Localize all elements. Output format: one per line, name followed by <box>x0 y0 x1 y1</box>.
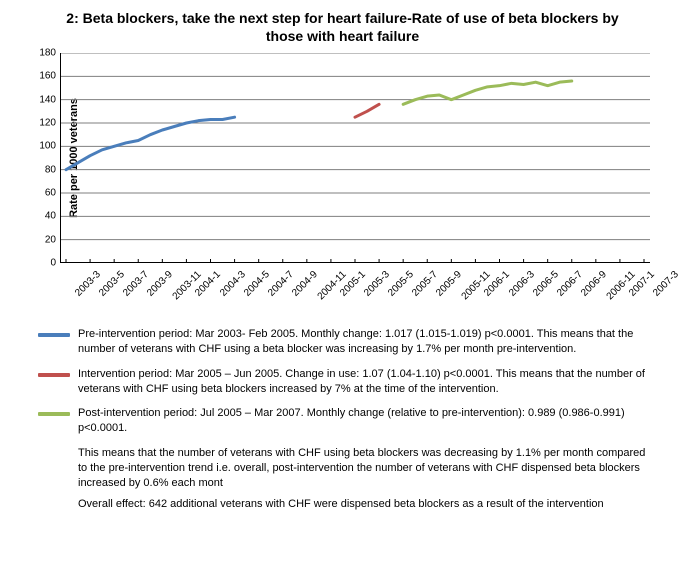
x-tick-label: 2003-7 <box>121 269 151 299</box>
chart-title: 2: Beta blockers, take the next step for… <box>63 10 623 45</box>
x-tick-label: 2005-5 <box>386 269 416 299</box>
x-tick-label: 2006-5 <box>531 269 561 299</box>
y-tick-label: 20 <box>45 234 60 245</box>
y-tick-label: 60 <box>45 188 60 199</box>
x-tick-label: 2006-7 <box>555 269 585 299</box>
legend-swatch <box>38 333 70 337</box>
x-tick-label: 2006-3 <box>507 269 537 299</box>
legend-item: Intervention period: Mar 2005 – Jun 2005… <box>38 367 657 397</box>
footer-notes: This means that the number of veterans w… <box>78 446 657 511</box>
x-tick-label: 2007-3 <box>651 269 681 299</box>
x-tick-label: 2003-5 <box>97 269 127 299</box>
legend-text: Intervention period: Mar 2005 – Jun 2005… <box>78 367 657 397</box>
chart-area: Rate per 1000 veterans 02040608010012014… <box>60 53 675 263</box>
y-tick-label: 180 <box>39 48 60 59</box>
x-tick-label: 2005-3 <box>362 269 392 299</box>
legend-swatch <box>38 412 70 416</box>
footer-para-2: Overall effect: 642 additional veterans … <box>78 497 657 512</box>
y-tick-label: 40 <box>45 211 60 222</box>
legend-item: Pre-intervention period: Mar 2003- Feb 2… <box>38 327 657 357</box>
y-tick-label: 120 <box>39 118 60 129</box>
footer-para-1: This means that the number of veterans w… <box>78 446 657 491</box>
x-tick-label: 2005-7 <box>410 269 440 299</box>
x-tick-label: 2004-3 <box>218 269 248 299</box>
x-tick-label: 2004-7 <box>266 269 296 299</box>
y-tick-label: 140 <box>39 94 60 105</box>
plot-svg <box>60 53 650 263</box>
legend-item: Post-intervention period: Jul 2005 – Mar… <box>38 406 657 436</box>
legend-swatch <box>38 373 70 377</box>
x-tick-label: 2003-3 <box>73 269 103 299</box>
y-tick-label: 160 <box>39 71 60 82</box>
y-tick-label: 80 <box>45 164 60 175</box>
legend-text: Pre-intervention period: Mar 2003- Feb 2… <box>78 327 657 357</box>
y-tick-label: 100 <box>39 141 60 152</box>
legend-text: Post-intervention period: Jul 2005 – Mar… <box>78 406 657 436</box>
plot: 020406080100120140160180 <box>60 53 650 263</box>
legend: Pre-intervention period: Mar 2003- Feb 2… <box>38 327 657 436</box>
x-tick-label: 2004-5 <box>242 269 272 299</box>
y-tick-label: 0 <box>50 258 60 269</box>
x-axis-ticks: 2003-32003-52003-72003-92003-112004-1200… <box>60 269 650 321</box>
